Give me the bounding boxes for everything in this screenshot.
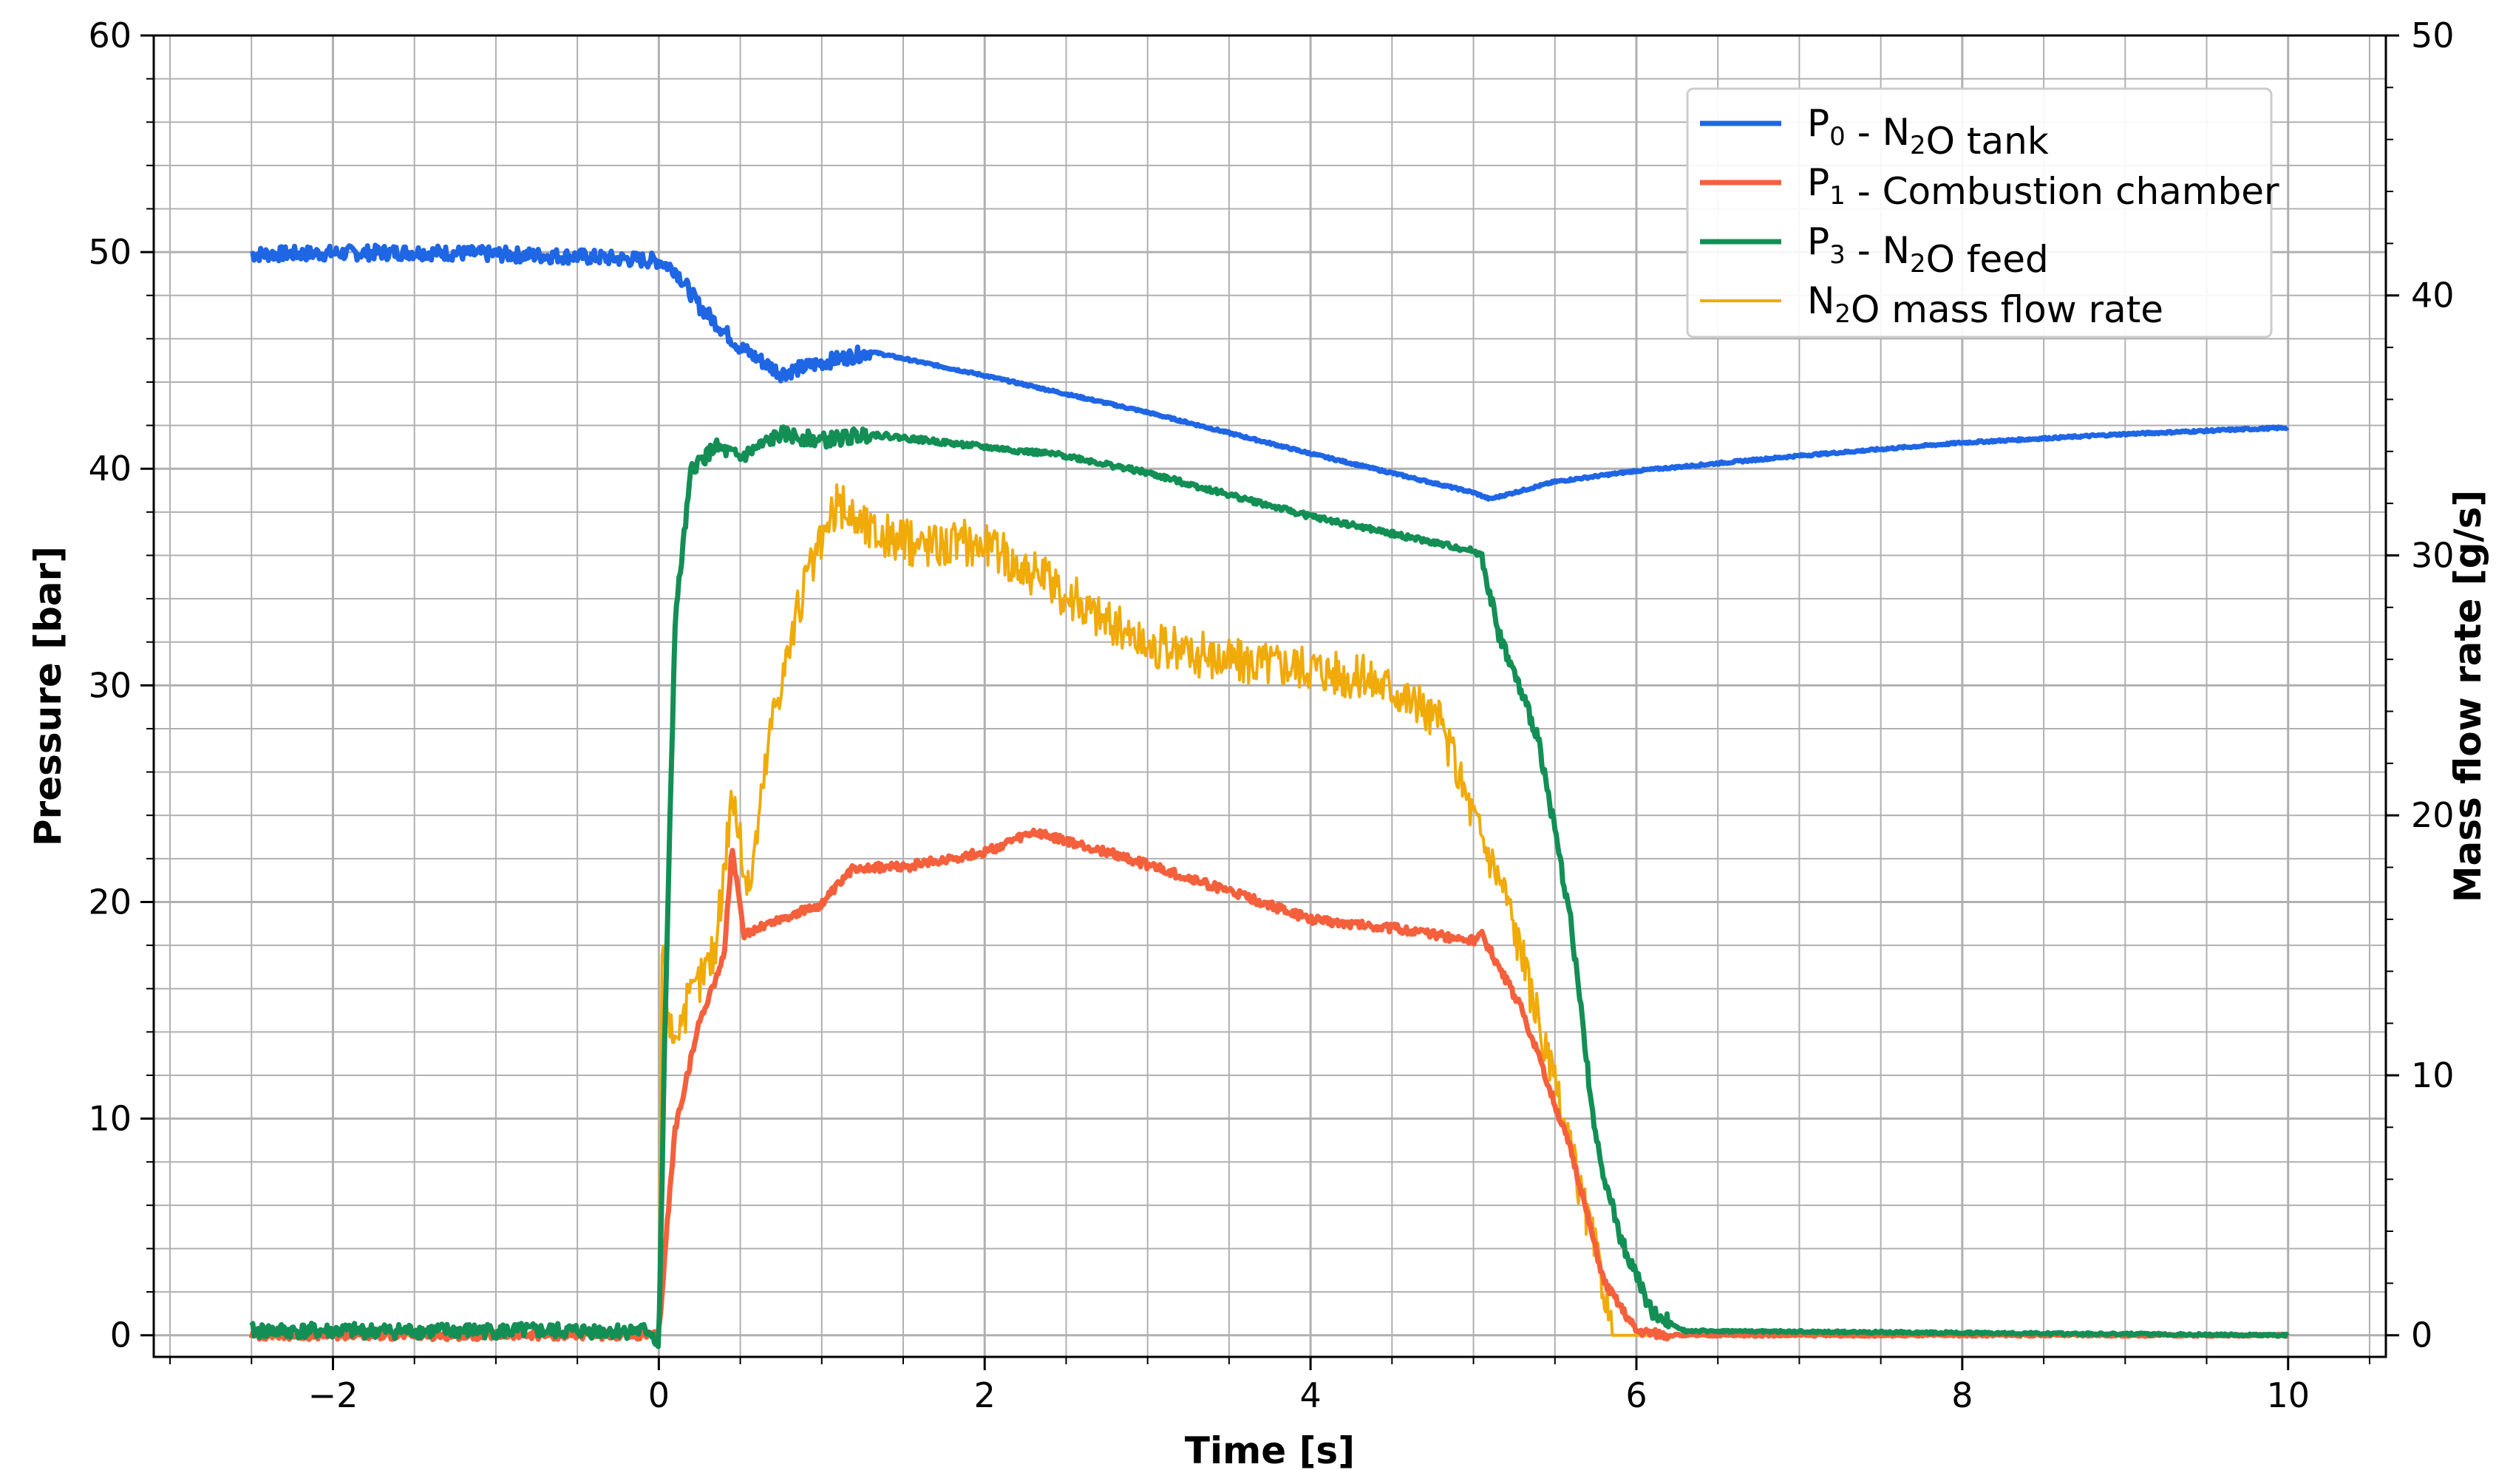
y-tick-label: 40 [88,449,132,489]
x-axis-title: Time [s] [1185,1429,1355,1472]
y2-tick-label: 50 [2411,16,2455,55]
x-tick-label: −2 [308,1375,358,1415]
x-tick-label: 2 [974,1375,996,1415]
legend-label: P3 - N2O feed [1807,220,2049,281]
y-tick-label: 0 [110,1315,132,1355]
series-layer [248,242,2290,1349]
series-line-2 [249,424,2290,1349]
y2-tick-label: 0 [2411,1315,2432,1355]
axis-ticks [140,34,2399,1370]
tick-labels: −2 0 2 4 6 8 10 0 10 20 30 40 50 60 0 10 20 30 40 50 [88,16,2454,1415]
x-tick-label: 8 [1951,1375,1973,1415]
series-line-0 [250,242,2290,502]
legend-label: P0 - N2O tank [1807,102,2049,163]
x-tick-label: 10 [2266,1375,2310,1415]
plot-frame [152,34,2387,1358]
y2-axis-title: Mass flow rate [g/s] [2446,490,2489,903]
y2-tick-label: 40 [2411,276,2455,316]
y2-tick-label: 20 [2411,795,2455,835]
x-tick-label: 4 [1299,1375,1321,1415]
y-tick-label: 10 [88,1099,132,1139]
legend-box [1686,87,2273,338]
y2-tick-label: 10 [2411,1055,2455,1095]
y-axis-title: Pressure [bar] [27,546,69,846]
x-tick-label: 6 [1625,1375,1647,1415]
legend-label: P1 - Combustion chamber [1807,161,2279,213]
y2-tick-label: 30 [2411,535,2455,575]
y-tick-label: 50 [88,232,132,272]
y-tick-label: 20 [88,882,132,922]
x-tick-label: 0 [648,1375,670,1415]
y-tick-label: 30 [88,665,132,705]
major-grid [154,34,2386,1357]
y-tick-label: 60 [88,16,132,55]
legend-label: N2O mass flow rate [1807,279,2163,331]
